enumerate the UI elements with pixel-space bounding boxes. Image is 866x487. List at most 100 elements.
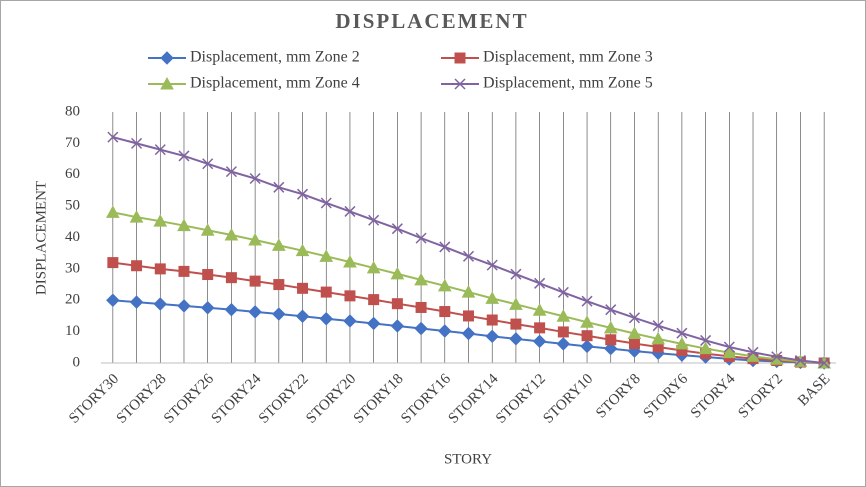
y-tick-label: 60 <box>65 166 80 182</box>
data-point <box>628 312 640 324</box>
data-point <box>438 324 452 338</box>
data-point <box>272 307 286 321</box>
data-point <box>224 302 239 317</box>
data-point <box>509 332 523 346</box>
data-point <box>271 238 286 251</box>
legend-marker <box>160 51 174 65</box>
data-point <box>556 309 571 322</box>
data-point <box>510 268 522 280</box>
data-point <box>437 278 452 292</box>
data-point <box>248 232 262 246</box>
data-point <box>557 326 569 338</box>
data-point <box>202 158 214 170</box>
legend-label: Displacement, mm Zone 3 <box>483 49 653 66</box>
data-point <box>343 314 357 328</box>
legend-label: Displacement, mm Zone 5 <box>483 75 653 92</box>
data-point <box>818 357 830 369</box>
data-point <box>344 290 356 302</box>
chart-title: DISPLACEMENT <box>335 9 528 33</box>
data-point <box>675 336 689 350</box>
data-point <box>178 265 190 277</box>
data-point <box>106 205 120 218</box>
data-point <box>652 320 664 332</box>
data-point <box>368 214 380 226</box>
data-point <box>153 214 168 227</box>
y-tick-label: 40 <box>65 229 80 245</box>
data-point <box>628 338 640 350</box>
legend-label: Displacement, mm Zone 4 <box>190 75 360 92</box>
data-point <box>249 275 261 287</box>
data-point <box>153 297 167 311</box>
data-point <box>225 272 237 284</box>
data-point <box>462 250 475 262</box>
data-point <box>131 260 143 272</box>
data-point <box>415 232 427 244</box>
data-point <box>461 285 476 298</box>
data-point <box>390 266 405 280</box>
data-point <box>651 331 666 345</box>
data-point <box>154 263 166 275</box>
data-point <box>439 306 451 318</box>
data-point <box>366 260 381 274</box>
data-point <box>414 272 428 286</box>
data-point <box>700 334 712 346</box>
data-point <box>581 330 593 342</box>
data-point <box>319 249 334 262</box>
data-point <box>177 299 191 313</box>
data-point <box>603 320 618 334</box>
data-point <box>297 282 309 294</box>
data-point <box>368 294 380 306</box>
y-tick-label: 30 <box>65 260 80 276</box>
data-point <box>107 131 119 143</box>
data-point <box>509 297 523 310</box>
data-point <box>485 291 500 304</box>
y-tick-label: 10 <box>65 323 80 339</box>
data-point <box>154 144 166 156</box>
y-tick-label: 0 <box>73 354 81 370</box>
data-point <box>202 269 214 281</box>
y-tick-label: 20 <box>65 292 80 308</box>
data-point <box>557 286 569 298</box>
data-point <box>390 319 405 333</box>
data-point <box>580 339 594 354</box>
data-point <box>794 354 806 367</box>
data-point <box>366 316 381 331</box>
data-point <box>463 310 474 322</box>
data-point <box>698 341 713 355</box>
data-point <box>771 351 783 363</box>
data-point <box>225 166 237 178</box>
data-point <box>391 223 403 235</box>
data-point <box>248 305 262 319</box>
data-point <box>107 257 119 269</box>
data-point <box>129 295 144 309</box>
data-point <box>747 346 759 358</box>
data-point <box>106 293 120 307</box>
x-axis-title: STORY <box>444 451 492 467</box>
y-tick-label: 80 <box>65 103 80 119</box>
data-point <box>439 241 451 253</box>
data-point <box>534 322 546 334</box>
data-point <box>486 314 498 326</box>
legend-marker <box>454 78 466 90</box>
data-point <box>343 254 357 268</box>
data-point <box>605 304 617 316</box>
data-point <box>200 223 215 236</box>
legend-label: Displacement, mm Zone 2 <box>190 49 360 66</box>
data-point <box>461 326 476 341</box>
data-point <box>604 341 618 356</box>
data-point <box>486 259 498 271</box>
data-point <box>581 295 593 307</box>
y-tick-label: 50 <box>65 198 80 214</box>
data-point <box>510 318 522 330</box>
data-point <box>320 197 332 209</box>
data-point <box>532 303 547 316</box>
data-point <box>319 312 333 326</box>
data-point <box>391 298 403 310</box>
data-point <box>534 277 546 289</box>
data-point <box>295 309 310 323</box>
data-point <box>723 341 735 353</box>
data-point <box>273 181 285 193</box>
data-point <box>178 150 190 162</box>
data-point <box>580 315 594 328</box>
